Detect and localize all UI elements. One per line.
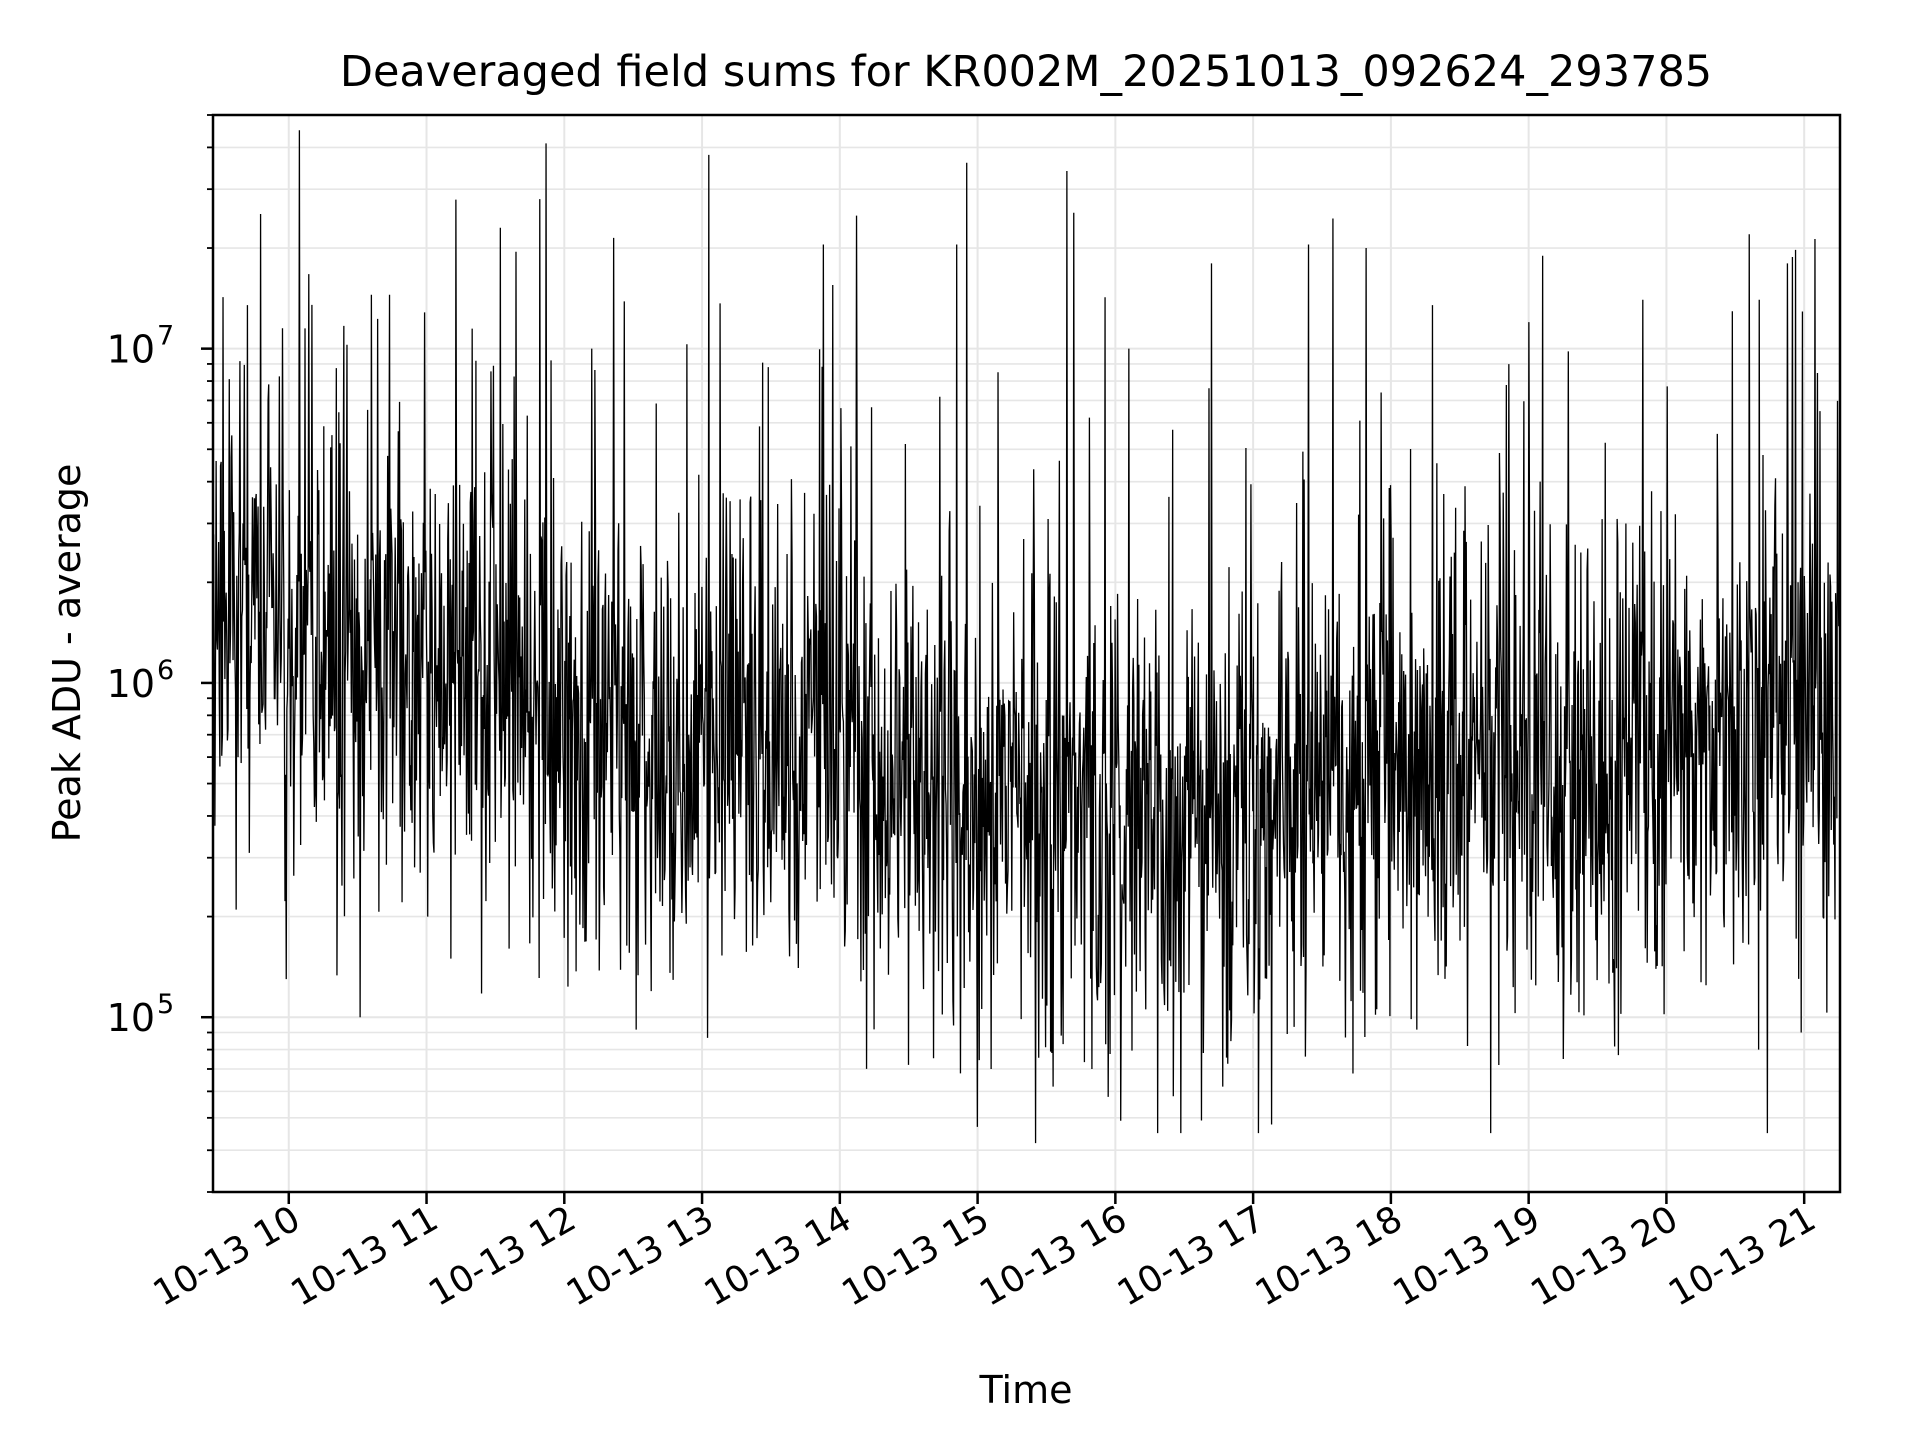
axes-frame <box>211 113 1842 1194</box>
chart-title: Deaveraged field sums for KR002M_2025101… <box>340 47 1712 97</box>
y-axis-label: Peak ADU - average <box>45 464 89 843</box>
y-tick-label-exponent: 6 <box>157 655 174 686</box>
plot-area <box>213 130 1840 1144</box>
data-series-line <box>213 130 1840 1144</box>
y-tick-label-exponent: 7 <box>157 321 174 352</box>
y-tick-label: 10 <box>107 328 155 372</box>
y-tick-label: 10 <box>107 996 155 1040</box>
y-tick-label-exponent: 5 <box>157 989 174 1020</box>
x-axis-label: Time <box>979 1368 1073 1412</box>
y-tick-label: 10 <box>107 662 155 706</box>
